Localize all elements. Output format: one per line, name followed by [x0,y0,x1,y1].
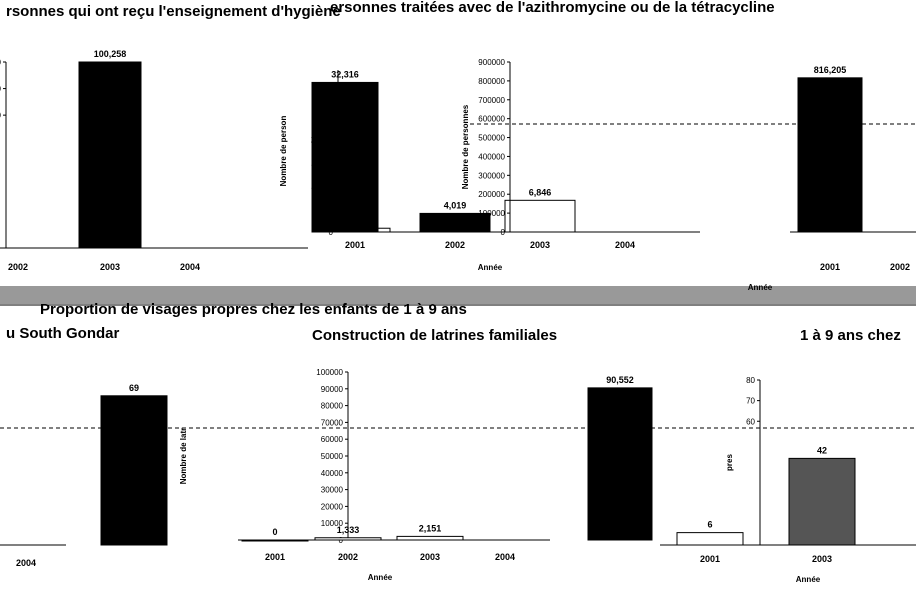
data-label: 100,258 [94,49,127,59]
x-tick-label: 2001 [265,552,285,562]
bar-2003 [504,199,576,233]
chart-treated-right: 0 100000 200000 300000 400000 500000 600000 700… [461,58,916,292]
bar-2003 [78,61,142,249]
y-tick-label: 60 [746,417,755,426]
x-tick-label: 2004 [615,240,635,250]
x-tick-label: 2003 [812,554,832,564]
y-tick-label: 800000 [478,77,505,86]
bar-2004 [311,81,379,233]
separator-band [0,286,916,304]
x-tick-label: 2001 [700,554,720,564]
y-tick-label: 35000 [0,58,2,67]
y-tick-label: 25000 [0,111,2,120]
x-axis-title: Année [368,573,393,582]
x-tick-label: 2002 [338,552,358,562]
x-tick-label: 2002 [445,240,465,250]
bar-2001 [797,77,863,233]
title-south-gondar: u South Gondar [6,325,119,342]
bar-2001 [241,539,309,542]
x-tick-label: 2003 [530,240,550,250]
data-label: 6 [707,520,712,530]
y-tick-label: 0 [339,536,344,545]
y-tick-label: 10000 [321,519,344,528]
y-tick-label: 300000 [478,171,505,180]
y-tick-label: 100000 [316,368,343,377]
title-latrines: Construction de latrines familiales [312,327,557,344]
data-label: 1,333 [337,525,360,535]
y-tick-label: 200000 [478,190,505,199]
data-label: 0 [272,527,277,537]
data-label: 816,205 [814,65,847,75]
y-tick-label: 50000 [321,452,344,461]
y-tick-label: 100000 [478,209,505,218]
chart-hygiene-center: 050001000015000200008154,0196,84632,3162… [279,69,700,272]
y-axis-title: Nombre de latr [179,428,188,484]
y-axis-title: Nombre de person [279,116,288,187]
data-label: 90,552 [606,375,634,385]
y-tick-label: 500000 [478,134,505,143]
x-tick-label: 2004 [180,262,200,272]
title-treated: ersonnes traitées avec de l'azithromycin… [330,0,775,16]
y-tick-label: 30000 [321,486,344,495]
y-tick-label: 30000 [0,85,2,94]
x-axis-title: Année [796,575,821,584]
x-tick-label: 2002 [8,262,28,272]
x-tick-label: 2001 [820,262,840,272]
y-tick-label: 0 [501,228,506,237]
y-tick-label: 80 [746,376,755,385]
x-axis-title: Année [478,263,503,272]
chart-hygiene-left: 35000 30000 25000 100,258 2002 2003 2004 [0,49,308,272]
data-label: 69 [129,383,139,393]
title-clean-faces: Proportion de visages propres chez les e… [40,301,467,318]
bar-2004 [587,387,653,541]
y-tick-label: 60000 [321,435,344,444]
y-tick-label: 70 [746,397,755,406]
y-tick-label: 80000 [321,402,344,411]
x-tick-label: 2001 [345,240,365,250]
bar-2004 [100,395,168,546]
bar-2002 [419,212,491,233]
chart-clean-faces-left: 69 2004 [0,383,168,568]
y-axis-title: pres [725,454,734,471]
data-label: 42 [817,445,827,455]
y-tick-label: 700000 [478,96,505,105]
y-tick-label: 90000 [321,385,344,394]
y-tick-label: 400000 [478,152,505,161]
data-label: 6,846 [529,187,552,197]
y-tick-label: 70000 [321,418,344,427]
x-tick-label: 2003 [100,262,120,272]
x-tick-label: 2003 [420,552,440,562]
data-label: 32,316 [331,69,359,79]
x-tick-label: 2004 [16,558,36,568]
chart-clean-faces-right: 60 70 80 6 42 2001 2003 Année pres [660,376,916,584]
title-hygiene-left: rsonnes qui ont reçu l'enseignement d'hy… [6,3,341,20]
bar-2001 [676,532,744,546]
title-clean-faces-right: 1 à 9 ans chez [800,327,901,344]
y-tick-label: 20000 [321,502,344,511]
data-label: 2,151 [419,523,442,533]
x-axis-title: Année [748,283,773,292]
bar-2002 [314,537,382,541]
data-label: 4,019 [444,200,467,210]
bar-2003 [396,535,464,541]
y-axis-title: Nombre de personnes [461,104,470,189]
y-tick-label: 900000 [478,58,505,67]
y-tick-label: 600000 [478,115,505,124]
y-tick-label: 40000 [321,469,344,478]
x-tick-label: 2004 [495,552,515,562]
chart-latrines-center: 0 10000 20000 30000 40000 50000 60000 70000 8000… [179,368,653,582]
x-tick-label: 2002 [890,262,910,272]
bar-2003 [788,457,856,546]
